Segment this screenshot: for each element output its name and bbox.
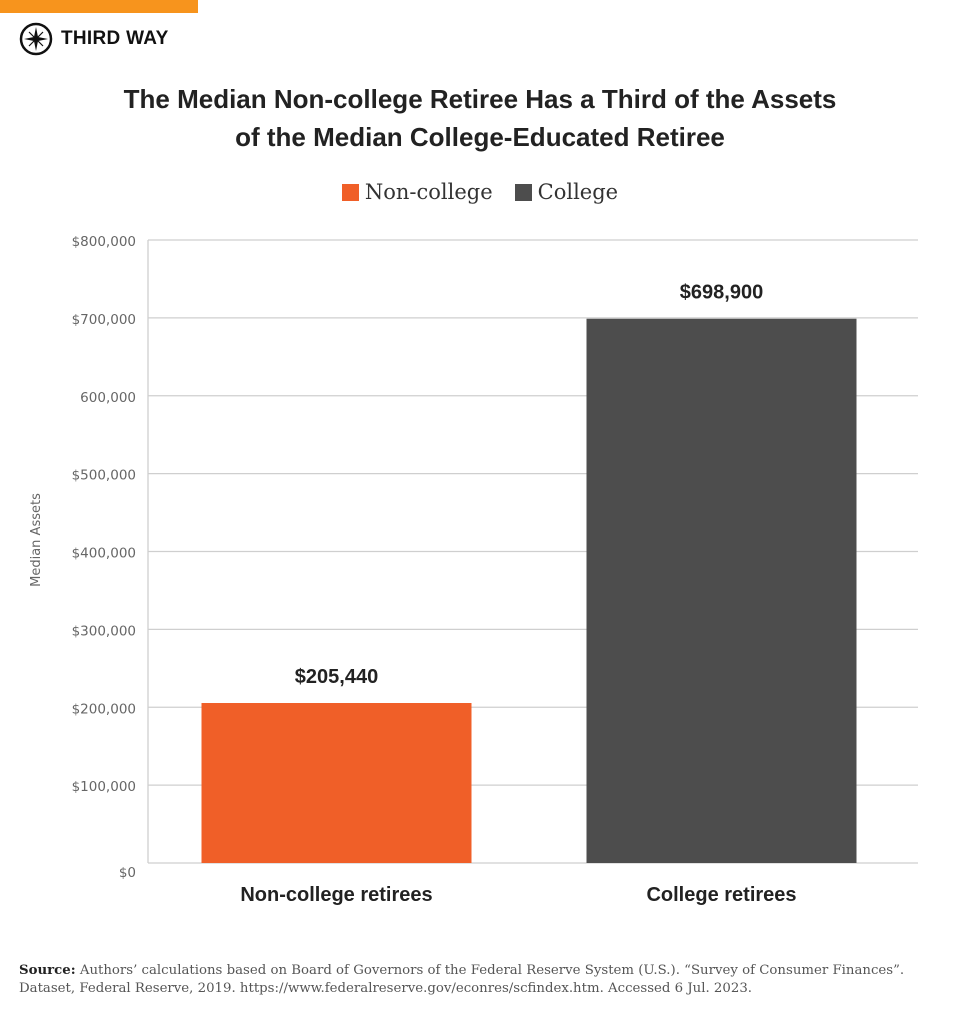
source-note: Source: Authors’ calculations based on B…: [19, 962, 949, 998]
y-tick-label: $300,000: [72, 623, 136, 639]
legend-item-non-college: Non-college: [341, 180, 493, 204]
data-label: $698,900: [680, 282, 763, 304]
brand-accent-bar: [0, 0, 198, 13]
legend: Non-college College: [0, 180, 960, 204]
source-text: Authors’ calculations based on Board of …: [19, 963, 905, 996]
y-tick-label: $0: [119, 865, 136, 881]
legend-label-college: College: [537, 180, 619, 204]
legend-label-non-college: Non-college: [364, 180, 493, 204]
title-line-2: of the Median College-Educated Retiree: [235, 122, 725, 152]
y-tick-label: $200,000: [72, 701, 136, 717]
y-tick-label: $100,000: [72, 779, 136, 795]
third-way-logo: THIRD WAY: [19, 22, 169, 56]
compass-icon: [19, 22, 53, 56]
x-tick-label: Non-college retirees: [240, 884, 432, 906]
x-tick-label: College retirees: [646, 884, 796, 906]
bar-non-college: [201, 703, 472, 863]
bar-chart: $0 $100,000 $200,000 $300,000 $400,000 $500,0…: [29, 234, 918, 906]
bar-college: [586, 318, 857, 863]
data-label: $205,440: [295, 666, 378, 688]
legend-item-college: College: [514, 180, 619, 204]
y-axis-label: Median Assets: [29, 493, 44, 587]
chart-title: The Median Non-college Retiree Has a Thi…: [0, 80, 960, 156]
legend-swatch-non-college: [341, 183, 359, 201]
brand-name: THIRD WAY: [61, 28, 169, 49]
legend-swatch-college: [514, 183, 532, 201]
y-tick-label: $800,000: [72, 234, 136, 250]
y-tick-label: $400,000: [72, 546, 136, 562]
y-tick-label: $700,000: [72, 312, 136, 328]
y-tick-label: 600,000: [80, 390, 136, 406]
y-tick-label: $500,000: [72, 468, 136, 484]
title-line-1: The Median Non-college Retiree Has a Thi…: [123, 84, 837, 114]
source-label: Source:: [19, 963, 76, 978]
